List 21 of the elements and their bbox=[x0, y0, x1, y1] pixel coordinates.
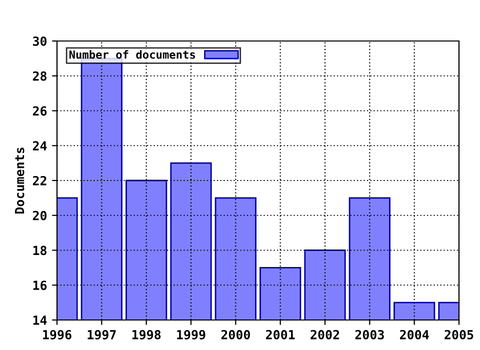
x-tick-label: 2003 bbox=[355, 330, 384, 340]
y-tick-label: 28 bbox=[32, 71, 46, 81]
x-tick-label: 2002 bbox=[310, 330, 340, 340]
y-tick-label: 24 bbox=[32, 141, 47, 150]
x-tick-label: 2001 bbox=[266, 330, 295, 340]
y-tick-label: 26 bbox=[32, 106, 47, 116]
x-tick-label: 1998 bbox=[132, 330, 161, 340]
x-tick-label: 2004 bbox=[400, 330, 429, 340]
x-tick-label: 2005 bbox=[444, 330, 474, 340]
y-tick-label: 30 bbox=[32, 36, 47, 46]
x-tick-label: 1997 bbox=[88, 330, 116, 340]
y-tick-label: 18 bbox=[33, 246, 46, 256]
y-tick-label: 14 bbox=[33, 316, 47, 325]
x-tick-label: 1996 bbox=[43, 330, 72, 340]
x-tick-label: 1999 bbox=[177, 330, 206, 340]
y-axis-title: Documents bbox=[14, 148, 24, 214]
x-tick-label: 2000 bbox=[221, 330, 250, 340]
y-tick-label: 16 bbox=[33, 280, 47, 290]
y-tick-label: 22 bbox=[32, 176, 46, 186]
y-tick-label: 20 bbox=[32, 210, 47, 220]
legend-label: Number of documents bbox=[69, 50, 195, 59]
